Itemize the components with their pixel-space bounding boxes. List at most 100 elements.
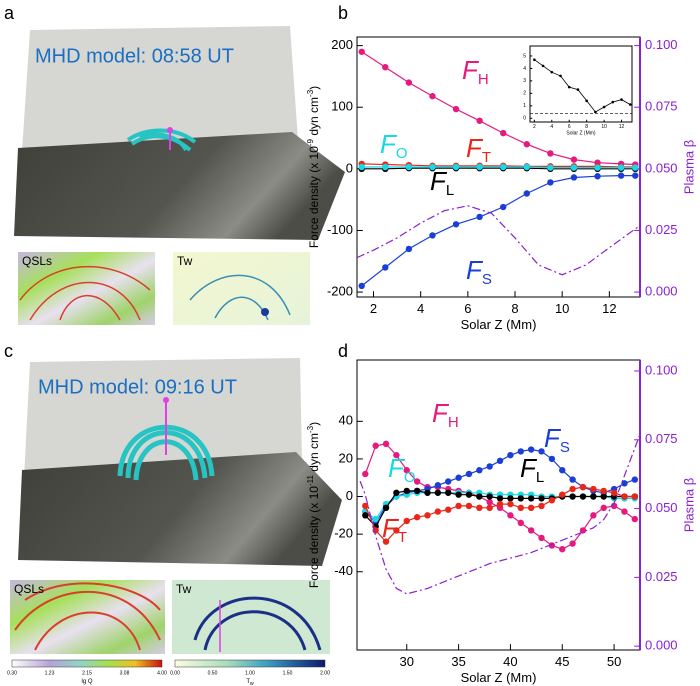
data-point	[434, 508, 442, 515]
data-point	[620, 98, 623, 101]
colorbar-tick-label: 0.50	[208, 670, 218, 676]
data-point	[362, 502, 369, 510]
data-point	[569, 540, 576, 547]
data-point	[579, 483, 587, 491]
y-axis-label-part: )	[307, 86, 321, 90]
data-point	[413, 487, 421, 495]
series-label: FT	[466, 133, 491, 167]
data-point	[523, 141, 530, 148]
data-point	[455, 474, 462, 481]
series-label: FS	[544, 423, 570, 457]
series-label-name: F	[380, 129, 398, 159]
y2-tick-label: 0.000	[645, 284, 678, 299]
series-label-name: F	[430, 166, 448, 196]
data-point	[547, 179, 554, 186]
colorbar-label-part: lg Q	[81, 679, 92, 685]
series-line	[361, 166, 636, 169]
colorbar-label-part: w	[250, 681, 254, 686]
panel-label: d	[338, 341, 348, 361]
y-axis-label-part: -9	[306, 138, 315, 146]
data-point	[358, 163, 365, 171]
data-point	[523, 190, 530, 197]
data-point	[452, 221, 460, 228]
data-point	[527, 446, 535, 453]
data-point	[590, 493, 597, 500]
y-axis-label-part: dyn cm	[307, 433, 321, 475]
series-label-subscript: O	[404, 469, 416, 486]
y-tick-label: 20	[339, 450, 353, 465]
y2-tick-label: 0.075	[645, 431, 678, 446]
y-axis-label-part: Force density (x 10	[307, 486, 321, 588]
series-label-subscript: H	[448, 414, 459, 431]
y-axis-label-part: -3	[306, 425, 315, 433]
map-label: QSLs	[14, 582, 44, 596]
series-line	[357, 205, 640, 276]
y-axis-label: Force density (x 10-11 dyn cm-3)	[306, 422, 322, 588]
arrow-head	[163, 397, 169, 403]
panel-label: c	[4, 341, 13, 361]
map-label: Tw	[176, 582, 192, 596]
data-point	[617, 164, 625, 171]
data-point	[362, 470, 369, 478]
x-tick-label: 10	[555, 301, 569, 316]
data-point	[610, 489, 618, 496]
data-point	[500, 129, 507, 137]
y-tick-label: 200	[331, 37, 353, 52]
data-point	[382, 504, 390, 512]
data-point	[631, 493, 639, 500]
y-tick-label: 0	[523, 116, 526, 122]
data-point	[476, 493, 483, 500]
y2-axis-label: Plasma β	[681, 140, 696, 194]
panel-label: a	[4, 3, 15, 23]
data-point	[507, 495, 514, 502]
y2-tick-label: 0.100	[645, 362, 678, 377]
data-point	[393, 527, 400, 534]
data-point	[632, 164, 639, 171]
map-label: Tw	[177, 254, 193, 268]
series-label-subscript: H	[478, 71, 489, 88]
scene-title: MHD model: 09:16 UT	[38, 376, 237, 398]
colorbar-label: lg Q	[81, 679, 92, 685]
y-tick-label: 4	[523, 66, 526, 72]
data-point	[559, 545, 566, 553]
wall	[22, 26, 298, 152]
data-point	[507, 451, 514, 459]
x-tick-label: 2	[370, 301, 377, 316]
data-point	[413, 514, 421, 521]
series-label-name: F	[432, 398, 450, 428]
series-line	[361, 167, 636, 170]
series-label: FO	[380, 129, 408, 163]
data-point	[486, 504, 493, 512]
arrow-head	[167, 127, 173, 133]
colorbar-tick-label: 0.00	[170, 670, 180, 676]
data-point	[594, 173, 601, 180]
flux-rope	[126, 128, 197, 152]
data-point	[500, 203, 507, 211]
data-point	[496, 495, 504, 502]
colorbar-tick-label: 0.30	[7, 670, 17, 676]
data-point	[382, 538, 390, 545]
y-axis-label-part: -3	[306, 89, 315, 97]
data-point	[405, 245, 413, 253]
data-point	[569, 485, 576, 493]
data-point	[590, 485, 597, 493]
series-label: FH	[432, 398, 459, 432]
data-point	[559, 74, 562, 78]
floor	[18, 452, 342, 566]
data-point	[358, 48, 365, 55]
qsl-lines	[19, 265, 151, 321]
data-point	[393, 489, 400, 496]
data-point	[594, 164, 601, 171]
data-point	[445, 489, 452, 496]
data-point	[403, 517, 410, 525]
qsl-lines	[14, 582, 161, 651]
data-point	[476, 504, 483, 512]
data-point	[496, 500, 504, 508]
data-point	[550, 70, 554, 74]
y-tick-label: 1	[523, 103, 526, 109]
data-point	[559, 467, 566, 474]
data-point	[548, 542, 556, 549]
series-label: FS	[466, 255, 492, 289]
y2-tick-label: 0.025	[645, 569, 678, 584]
data-point	[517, 504, 524, 512]
